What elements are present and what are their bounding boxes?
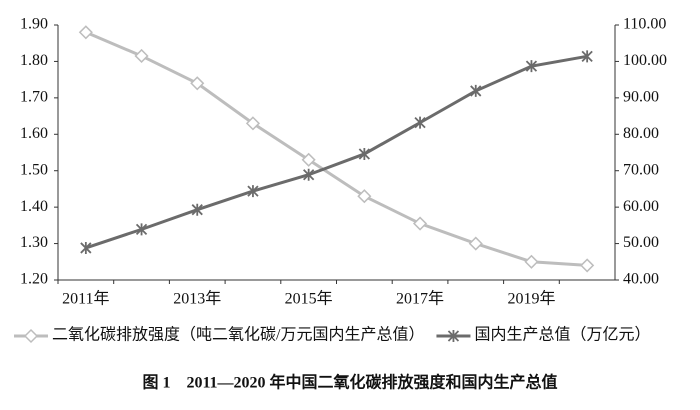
y2-tick-label: 40.00 bbox=[623, 271, 659, 288]
marker bbox=[412, 216, 428, 231]
marker bbox=[468, 236, 483, 251]
x-tick-label: 2017年 bbox=[396, 290, 444, 308]
x-tick-label: 2011年 bbox=[62, 290, 109, 308]
y-tick-label: 1.20 bbox=[20, 271, 48, 288]
y-tick-label: 1.30 bbox=[20, 234, 48, 251]
legend-marker bbox=[23, 328, 39, 344]
legend-label: 国内生产总值（万亿元） bbox=[474, 326, 650, 344]
marker bbox=[301, 152, 316, 167]
marker bbox=[414, 116, 426, 129]
marker bbox=[135, 223, 148, 236]
y2-tick-label: 80.00 bbox=[623, 125, 659, 142]
marker bbox=[134, 48, 149, 64]
marker bbox=[80, 241, 92, 254]
marker bbox=[580, 258, 595, 273]
y-tick-label: 1.60 bbox=[20, 125, 48, 142]
marker bbox=[191, 203, 203, 216]
y-tick-label: 1.90 bbox=[20, 16, 48, 33]
series-line bbox=[85, 54, 588, 250]
y2-tick-label: 70.00 bbox=[623, 161, 659, 178]
marker bbox=[245, 116, 261, 131]
y-tick-label: 1.50 bbox=[20, 161, 48, 178]
legend-marker bbox=[447, 330, 460, 342]
x-tick-label: 2013年 bbox=[173, 290, 221, 308]
y-tick-label: 1.40 bbox=[20, 198, 48, 215]
marker bbox=[524, 254, 539, 269]
marker bbox=[470, 84, 482, 97]
y2-tick-label: 90.00 bbox=[623, 89, 659, 106]
marker bbox=[247, 185, 259, 198]
marker bbox=[78, 25, 93, 40]
y2-tick-label: 50.00 bbox=[623, 234, 659, 251]
marker bbox=[357, 189, 372, 204]
x-tick-label: 2015年 bbox=[285, 290, 333, 308]
marker bbox=[358, 147, 370, 160]
marker bbox=[581, 50, 593, 63]
y-tick-label: 1.80 bbox=[20, 52, 48, 69]
legend-label: 二氧化碳排放强度（吨二氧化碳/万元国内生产总值） bbox=[52, 326, 424, 344]
y2-tick-label: 100.00 bbox=[623, 52, 667, 69]
marker bbox=[190, 76, 205, 91]
marker bbox=[303, 168, 315, 181]
chart-caption: 图 1 2011—2020 年中国二氧化碳排放强度和国内生产总值 bbox=[142, 373, 557, 392]
y2-tick-label: 110.00 bbox=[623, 16, 666, 33]
marker bbox=[525, 60, 538, 73]
x-tick-label: 2019年 bbox=[507, 290, 555, 308]
y-tick-label: 1.70 bbox=[20, 89, 48, 106]
y2-tick-label: 60.00 bbox=[623, 198, 659, 215]
series-line bbox=[85, 30, 588, 267]
